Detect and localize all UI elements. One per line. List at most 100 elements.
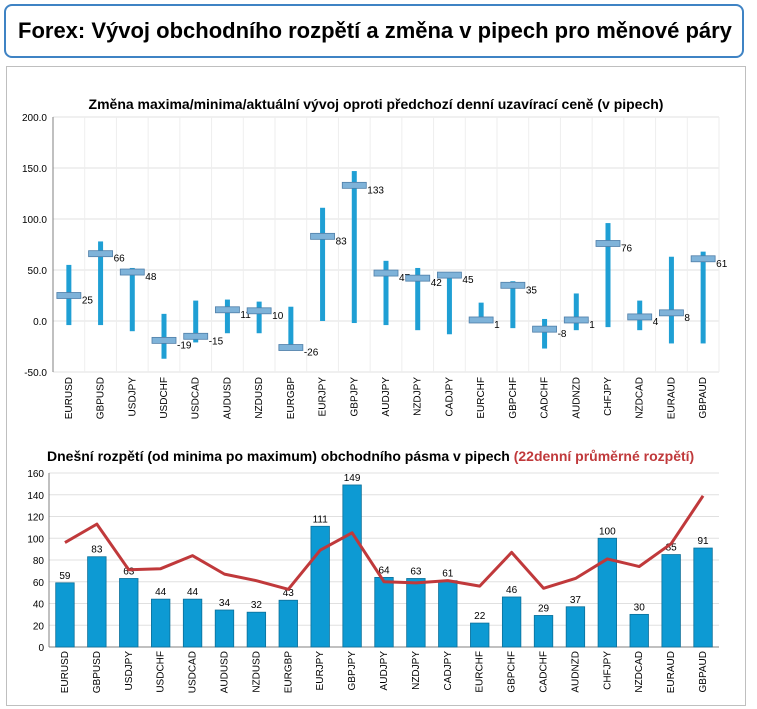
range-bar (693, 547, 713, 648)
range-bar (182, 598, 203, 648)
bar-value-label: 64 (378, 565, 390, 576)
current-marker (659, 309, 684, 317)
bar-value-label: 44 (187, 587, 199, 598)
current-marker (151, 336, 177, 344)
range-chart: Změna maxima/minima/aktuální vývoj oprot… (22, 96, 728, 420)
page-header: Forex: Vývoj obchodního rozpětí a změna … (4, 4, 744, 58)
category-label: NZDUSD (251, 651, 262, 693)
chart2-ytick-label: 60 (33, 578, 45, 589)
category-label: NZDJPY (411, 651, 422, 690)
category-label: EURUSD (60, 651, 71, 693)
category-label: EURAUD (666, 377, 677, 419)
category-label: EURAUD (666, 651, 677, 693)
current-marker (119, 268, 145, 276)
range-bar (478, 302, 484, 321)
chart1-ytick-label: -50.0 (24, 368, 47, 379)
range-bar (533, 615, 554, 648)
range-bar (573, 293, 579, 331)
category-label: AUDJPY (379, 651, 390, 691)
bar-value-label: 37 (570, 595, 582, 606)
category-label: GBPJPY (347, 651, 358, 691)
range-bar (278, 599, 298, 648)
bar-value-label: 149 (344, 473, 361, 484)
bar-value-label: 85 (666, 543, 678, 554)
category-label: EURGBP (286, 377, 297, 420)
range-bar (288, 306, 294, 350)
current-marker (278, 344, 304, 351)
range-bar (246, 611, 267, 648)
category-label: GBPAUD (698, 651, 709, 693)
category-label: AUDNZD (570, 651, 581, 693)
range-bar (565, 606, 586, 648)
current-value-label: -15 (209, 336, 224, 347)
chart2-subtitle: (22denní průměrné rozpětí) (514, 448, 694, 464)
bar-value-label: 32 (251, 600, 263, 611)
range-bar (597, 537, 617, 648)
category-label: EURJPY (318, 377, 329, 417)
chart2-ytick-label: 40 (33, 600, 45, 611)
current-marker (341, 181, 367, 189)
chart2-title: Dnešní rozpětí (od minima po maximum) ob… (47, 448, 694, 464)
current-value-label: 76 (621, 243, 633, 254)
range-bar (415, 267, 421, 331)
category-label: EURUSD (64, 377, 75, 419)
category-label: AUDUSD (222, 377, 233, 419)
range-bar (438, 580, 458, 648)
range-bar (119, 578, 139, 648)
bar-value-label: 34 (219, 598, 231, 609)
page-title: Forex: Vývoj obchodního rozpětí a změna … (18, 18, 732, 43)
category-label: NZDUSD (254, 377, 265, 419)
bar-value-label: 30 (634, 602, 646, 613)
bar-value-label: 63 (410, 566, 422, 577)
bar-value-label: 59 (59, 571, 71, 582)
current-marker (56, 292, 82, 299)
category-label: USDCAD (191, 377, 202, 419)
range-bar (129, 267, 135, 332)
chart1-title: Změna maxima/minima/aktuální vývoj oprot… (89, 96, 664, 112)
bar-value-label: 111 (313, 514, 329, 525)
chart2-ytick-label: 140 (27, 491, 44, 502)
current-value-label: 45 (462, 275, 474, 286)
bar-value-label: 46 (506, 585, 518, 596)
category-label: GBPUSD (96, 377, 107, 419)
range-bar (501, 596, 522, 648)
current-value-label: 4 (653, 317, 659, 328)
range-bar (629, 613, 649, 648)
chart2-title-main: Dnešní rozpětí (od minima po maximum) ob… (47, 448, 514, 464)
bar-value-label: 100 (599, 526, 616, 537)
bar-value-label: 63 (123, 566, 135, 577)
category-label: CADJPY (444, 377, 455, 417)
category-label: EURCHF (476, 377, 487, 419)
current-value-label: -19 (177, 340, 192, 351)
category-label: GBPAUD (698, 377, 709, 419)
current-value-label: 61 (716, 259, 728, 270)
current-marker (183, 332, 209, 340)
category-label: USDJPY (127, 377, 138, 417)
chart1-ytick-label: 50.0 (28, 266, 48, 277)
category-label: GBPUSD (92, 651, 103, 693)
current-value-label: 133 (367, 185, 384, 196)
range-bar (351, 171, 357, 324)
bar-value-label: 22 (474, 611, 486, 622)
range-bar (700, 251, 706, 344)
range-bar (151, 598, 171, 648)
current-value-label: 10 (272, 311, 284, 322)
range-bar (87, 556, 107, 648)
range-bar (374, 576, 394, 648)
range-bar (214, 609, 235, 648)
range-bar (342, 484, 362, 648)
chart1-ytick-label: 150.0 (22, 164, 47, 175)
range-bar (661, 554, 681, 648)
range-bar (224, 299, 230, 334)
category-label: CADCHF (539, 651, 550, 693)
chart1-ytick-label: 200.0 (22, 113, 47, 124)
range-bar (98, 241, 104, 326)
chart2-ytick-label: 0 (38, 643, 44, 654)
range-bar (310, 525, 330, 648)
current-value-label: -26 (304, 348, 319, 359)
current-value-label: 42 (431, 278, 443, 289)
category-label: AUDJPY (381, 377, 392, 417)
current-value-label: 35 (526, 285, 538, 296)
range-bar (256, 301, 262, 334)
chart2-ytick-label: 120 (27, 513, 44, 524)
